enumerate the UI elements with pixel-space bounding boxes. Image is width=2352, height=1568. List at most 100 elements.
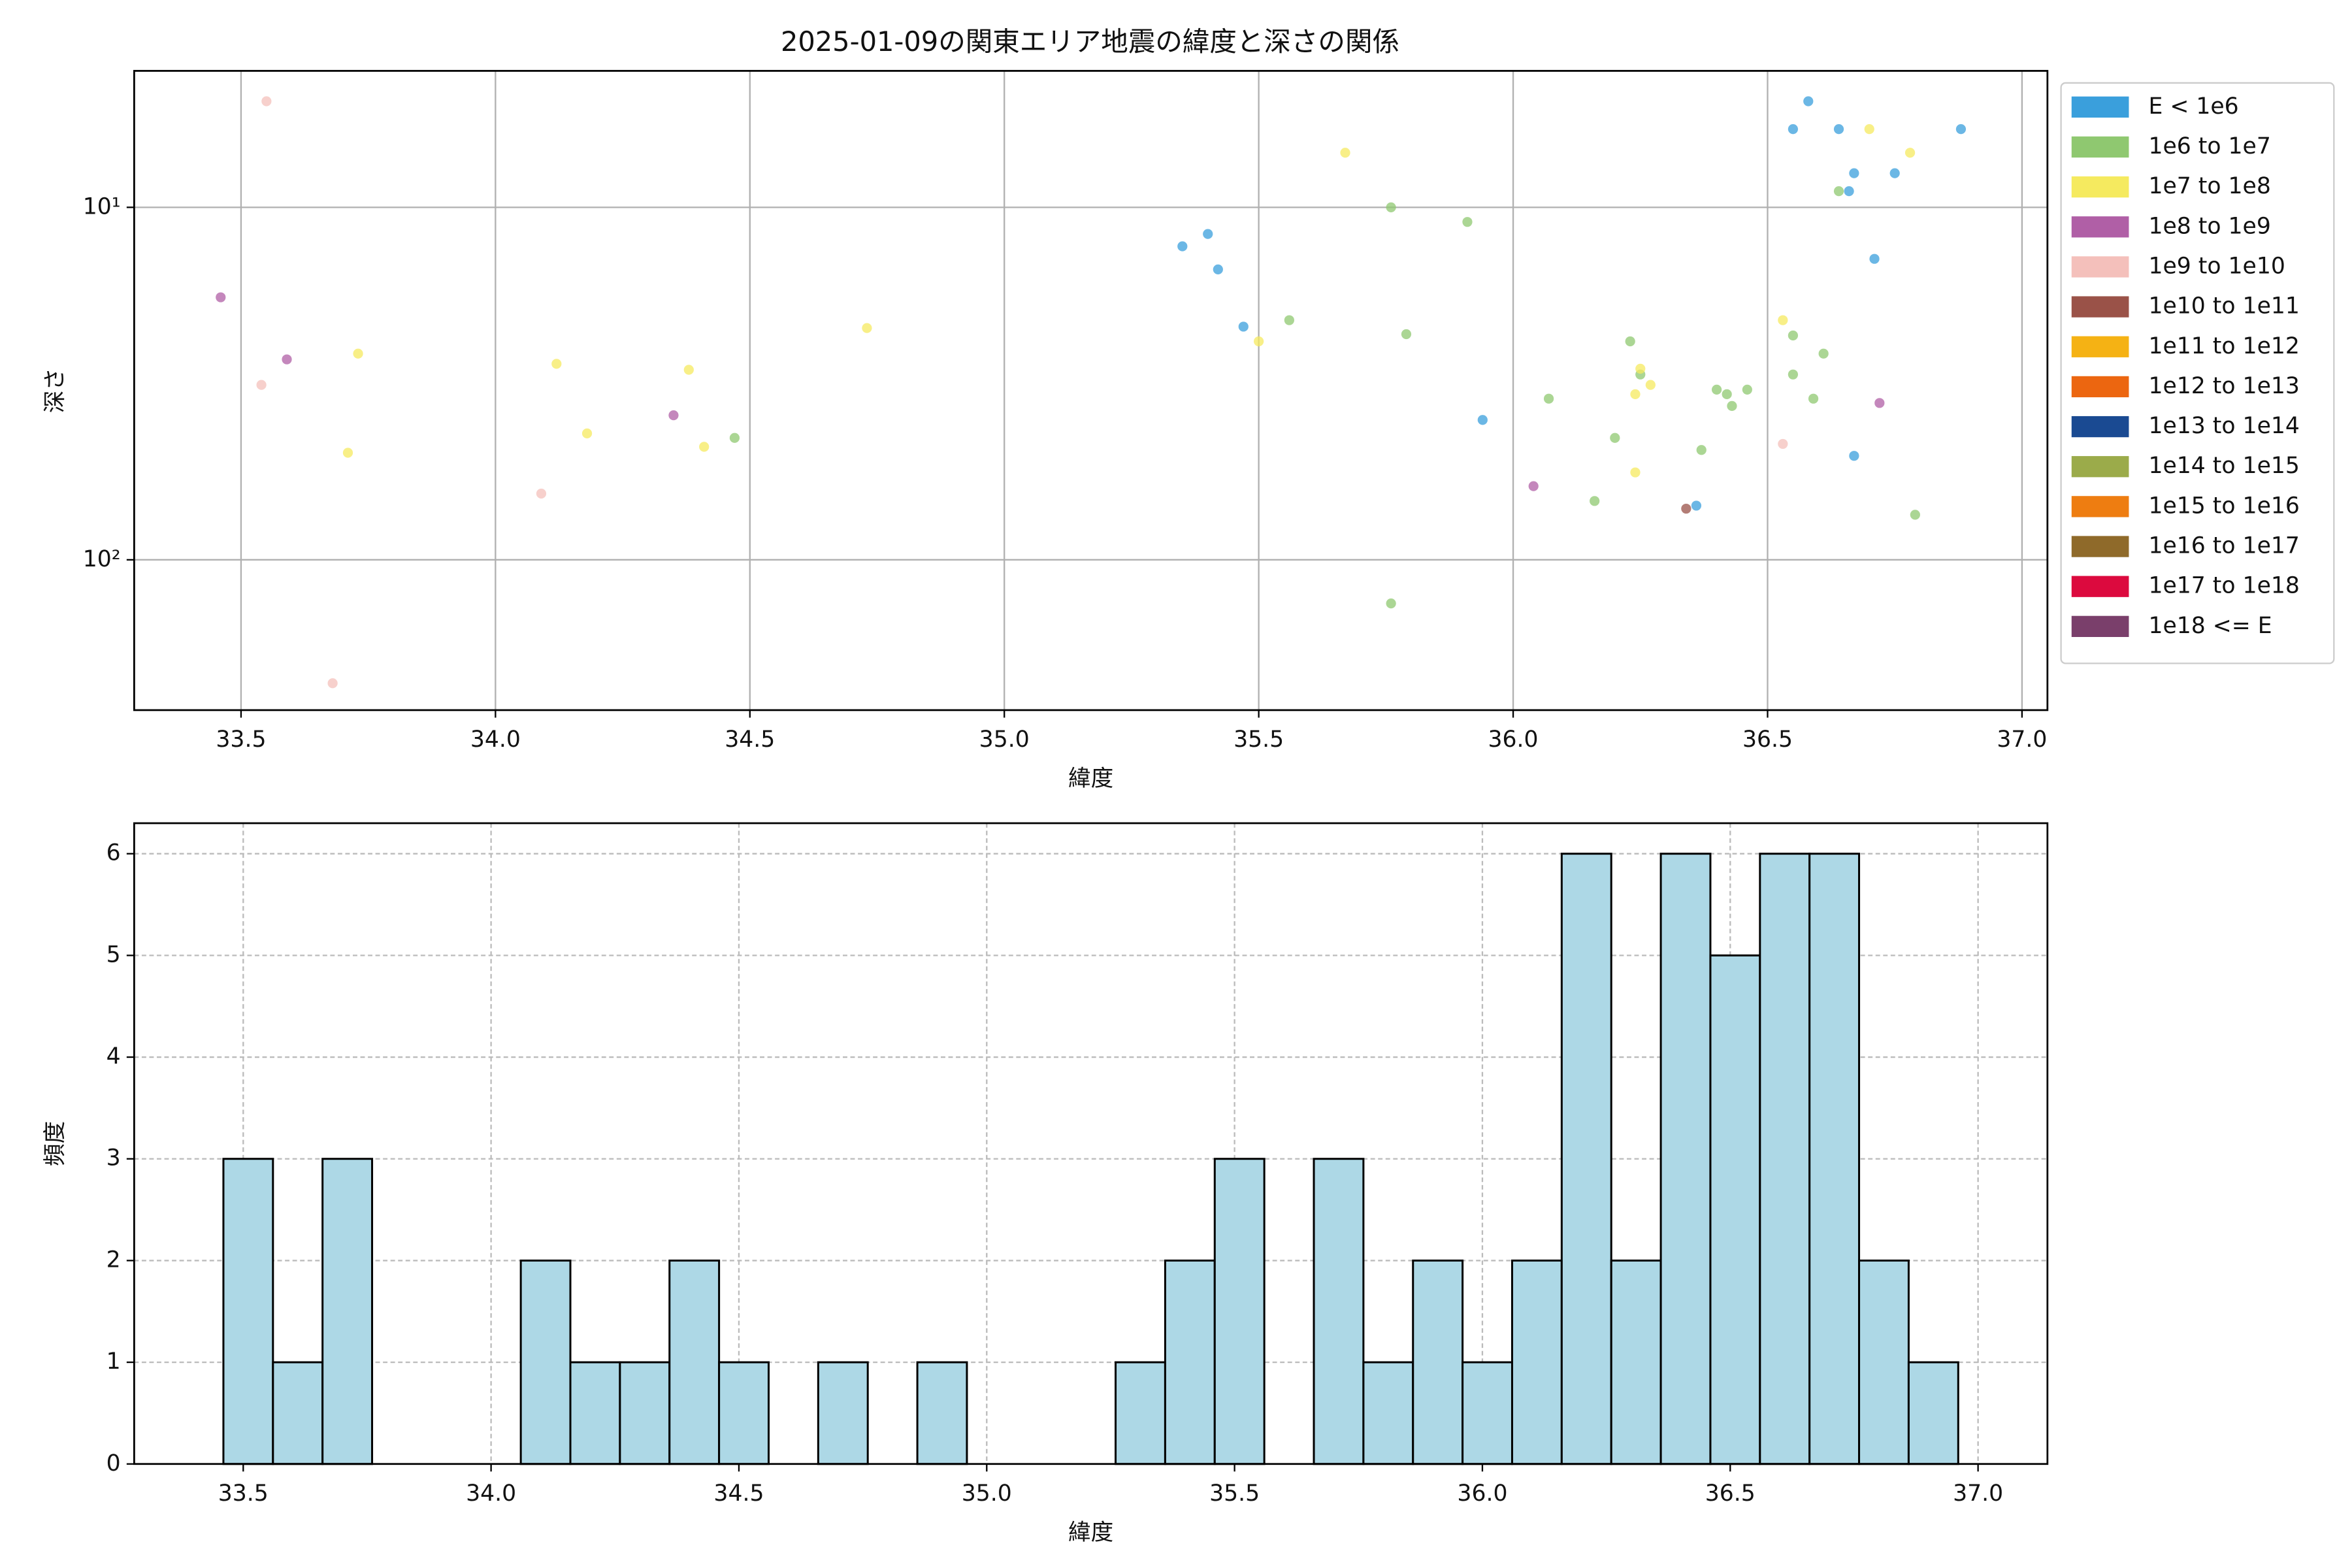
y-axis-label: 深さ (42, 368, 68, 413)
legend-label: 1e13 to 1e14 (2148, 413, 2299, 439)
scatter-point (699, 442, 710, 452)
legend-swatch (2071, 256, 2129, 278)
legend-swatch (2071, 496, 2129, 517)
scatter-point (1803, 96, 1814, 106)
histogram-bar (1164, 1259, 1216, 1465)
legend-swatch (2071, 615, 2129, 637)
histogram-bar (1759, 853, 1811, 1465)
y-tick-label: 10¹ (83, 193, 121, 220)
scatter-point (683, 365, 694, 375)
scatter-point (862, 323, 872, 333)
scatter-point (256, 380, 267, 390)
scatter-point (1696, 445, 1707, 455)
scatter-point (1477, 415, 1488, 425)
histogram-bar (619, 1361, 671, 1465)
scatter-point (1904, 148, 1916, 158)
histogram-bar (1808, 853, 1861, 1465)
scatter-point (1955, 124, 1967, 135)
plot-frame (133, 70, 2049, 711)
x-axis-label: 緯度 (1068, 1520, 1113, 1546)
scatter-point (1645, 380, 1656, 390)
scatter-point (1590, 496, 1600, 506)
scatter-point (1818, 348, 1829, 359)
histogram-bar (1907, 1361, 1959, 1465)
histogram-bar (1115, 1361, 1166, 1465)
legend-swatch (2071, 576, 2129, 597)
scatter-point (1630, 389, 1641, 400)
histogram-bar (569, 1361, 621, 1465)
legend-label: 1e18 <= E (2148, 613, 2272, 639)
scatter-point (1386, 202, 1396, 212)
legend-label: 1e9 to 1e10 (2148, 253, 2285, 279)
scatter-point (1742, 384, 1752, 395)
scatter-point (1401, 329, 1412, 340)
scatter-point (1833, 124, 1844, 135)
histogram-bar (1313, 1158, 1365, 1465)
scatter-point (1833, 186, 1844, 197)
legend-label: 1e6 to 1e7 (2148, 133, 2270, 159)
scatter-point (1788, 330, 1799, 341)
scatter-point (353, 348, 363, 359)
x-tick-label: 33.5 (216, 727, 266, 753)
x-tick-label: 35.0 (979, 727, 1030, 753)
x-tick-label: 35.5 (1209, 1480, 1260, 1507)
plot-frame (133, 822, 2049, 1465)
x-tick-label: 36.0 (1488, 727, 1539, 753)
scatter-point (1844, 186, 1854, 197)
scatter-point (1610, 433, 1620, 443)
histogram-bar (1213, 1158, 1266, 1465)
scatter-point (1254, 336, 1264, 347)
y-tick-label: 3 (106, 1145, 121, 1171)
histogram-bar (718, 1361, 770, 1465)
histogram-bar (1362, 1361, 1414, 1465)
scatter-point (1727, 400, 1737, 411)
histogram-bar (272, 1361, 324, 1465)
histogram-bar (1659, 853, 1712, 1465)
scatter-point (729, 433, 740, 443)
legend-label: 1e14 to 1e15 (2148, 453, 2299, 479)
scatter-point (668, 410, 679, 421)
x-tick-label: 34.5 (713, 1480, 764, 1507)
legend-label: 1e12 to 1e13 (2148, 373, 2299, 399)
x-tick-label: 34.5 (725, 727, 775, 753)
scatter-point (1788, 369, 1799, 380)
legend-label: 1e16 to 1e17 (2148, 533, 2299, 559)
scatter-point (1625, 336, 1635, 347)
y-tick-label: 5 (106, 941, 121, 968)
x-tick-label: 36.0 (1457, 1480, 1507, 1507)
scatter-point (581, 428, 593, 439)
scatter-point (1778, 315, 1788, 325)
y-tick-label: 10² (83, 546, 121, 572)
histogram-bar (1610, 1259, 1662, 1465)
x-tick-label: 35.5 (1233, 727, 1284, 753)
scatter-point (342, 448, 353, 458)
legend-label: 1e8 to 1e9 (2148, 213, 2270, 239)
scatter-point (1869, 253, 1880, 264)
y-tick-label: 4 (106, 1043, 121, 1070)
legend-swatch (2071, 176, 2129, 198)
scatter-point (1681, 503, 1691, 514)
scatter-point (261, 96, 272, 106)
histogram-bar (1412, 1259, 1464, 1465)
scatter-point (1910, 510, 1920, 520)
y-tick-label: 2 (106, 1247, 121, 1273)
histogram-bar (1560, 853, 1612, 1465)
scatter-point (1849, 168, 1859, 178)
legend-label: 1e17 to 1e18 (2148, 573, 2299, 599)
legend-swatch (2071, 136, 2129, 158)
x-tick-label: 33.5 (218, 1480, 269, 1507)
histogram-bar (1709, 954, 1761, 1465)
legend-label: 1e7 to 1e8 (2148, 173, 2270, 199)
scatter-point (1711, 384, 1722, 395)
scatter-point (1284, 315, 1294, 325)
x-tick-label: 35.0 (962, 1480, 1012, 1507)
scatter-point (1722, 389, 1732, 400)
chart-title: 2025-01-09の関東エリア地震の緯度と深さの関係 (781, 25, 1399, 57)
legend-swatch (2071, 376, 2129, 398)
legend-swatch (2071, 416, 2129, 438)
scatter-point (536, 488, 547, 499)
legend-box (2060, 82, 2335, 664)
histogram-bar (668, 1259, 721, 1465)
scatter-point (1808, 393, 1819, 404)
scatter-point (1778, 438, 1788, 449)
